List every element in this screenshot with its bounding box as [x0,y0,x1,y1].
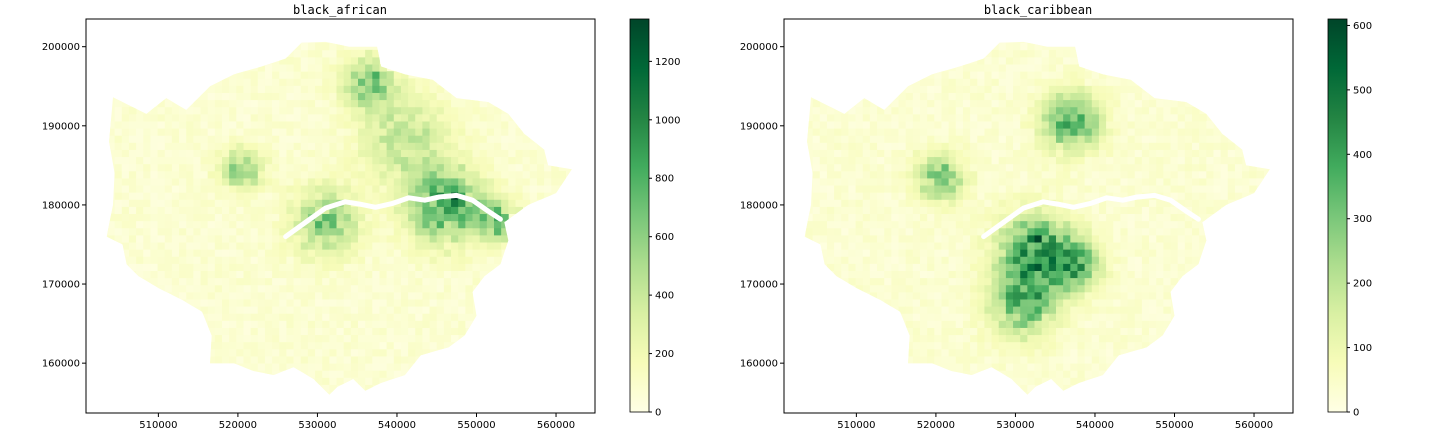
y-tick-label: 180000 [42,200,80,211]
colorbar-tick-label: 0 [655,408,661,419]
y-tick-label: 190000 [740,121,778,132]
x-tick-label: 510000 [139,420,177,431]
colorbar-tick-label: 1200 [655,57,680,68]
map-layer [106,41,572,395]
colorbar-tick-label: 200 [1353,279,1372,290]
colorbar-tick-label: 600 [1353,21,1372,32]
x-tick-label: 530000 [298,420,336,431]
x-axis-ticks: 510000 520000 530000 540000 550000 560000 [837,413,1273,431]
axes-frame [783,18,1294,414]
y-axis-ticks: 160000 170000 180000 190000 200000 [740,42,784,370]
colorbar-tick-label: 800 [655,174,674,185]
y-tick-label: 200000 [740,42,778,53]
colorbar-tick-label: 400 [1353,150,1372,161]
x-tick-label: 540000 [1076,420,1114,431]
colorbar-ticks: 0 200 400 600 800 1000 1200 [649,57,680,419]
y-axis-ticks: 160000 170000 180000 190000 200000 [42,42,86,370]
x-tick-label: 560000 [537,420,575,431]
axes-frame [85,18,596,414]
colorbar-tick-label: 100 [1353,343,1372,354]
x-axis-ticks: 510000 520000 530000 540000 550000 560000 [139,413,575,431]
x-tick-label: 520000 [917,420,955,431]
colorbar: 0 100 200 300 400 500 600 [1327,18,1372,419]
x-tick-label: 560000 [1235,420,1273,431]
colorbar-gradient [629,18,650,413]
panel-title: black_caribbean [984,3,1092,17]
panel-title: black_african [293,3,387,17]
colorbar: 0 200 400 600 800 1000 1200 [629,18,680,419]
map-panel-black-african: black_african 510000 520000 530000 540000 55… [42,3,681,431]
colorbar-tick-label: 0 [1353,408,1359,419]
x-tick-label: 550000 [457,420,495,431]
x-tick-label: 510000 [837,420,875,431]
y-tick-label: 200000 [42,42,80,53]
x-tick-label: 550000 [1155,420,1193,431]
x-tick-label: 530000 [996,420,1034,431]
colorbar-tick-label: 600 [655,232,674,243]
y-tick-label: 160000 [42,359,80,370]
colorbar-gradient [1327,18,1348,413]
y-tick-label: 170000 [42,280,80,291]
river-thames [981,192,1201,240]
x-tick-label: 520000 [219,420,257,431]
map-layer [804,41,1270,395]
y-tick-label: 160000 [740,359,778,370]
choropleth-cells [805,42,1264,393]
colorbar-ticks: 0 100 200 300 400 500 600 [1347,21,1372,419]
colorbar-tick-label: 400 [655,291,674,302]
colorbar-tick-label: 300 [1353,214,1372,225]
y-tick-label: 190000 [42,121,80,132]
y-tick-label: 170000 [740,280,778,291]
map-panel-black-caribbean: black_caribbean 510000 520000 530000 540000… [740,3,1372,431]
x-tick-label: 540000 [378,420,416,431]
choropleth-cells [107,42,566,393]
y-tick-label: 180000 [740,200,778,211]
colorbar-tick-label: 500 [1353,85,1372,96]
river-thames [283,192,503,240]
colorbar-tick-label: 200 [655,349,674,360]
colorbar-tick-label: 1000 [655,115,680,126]
